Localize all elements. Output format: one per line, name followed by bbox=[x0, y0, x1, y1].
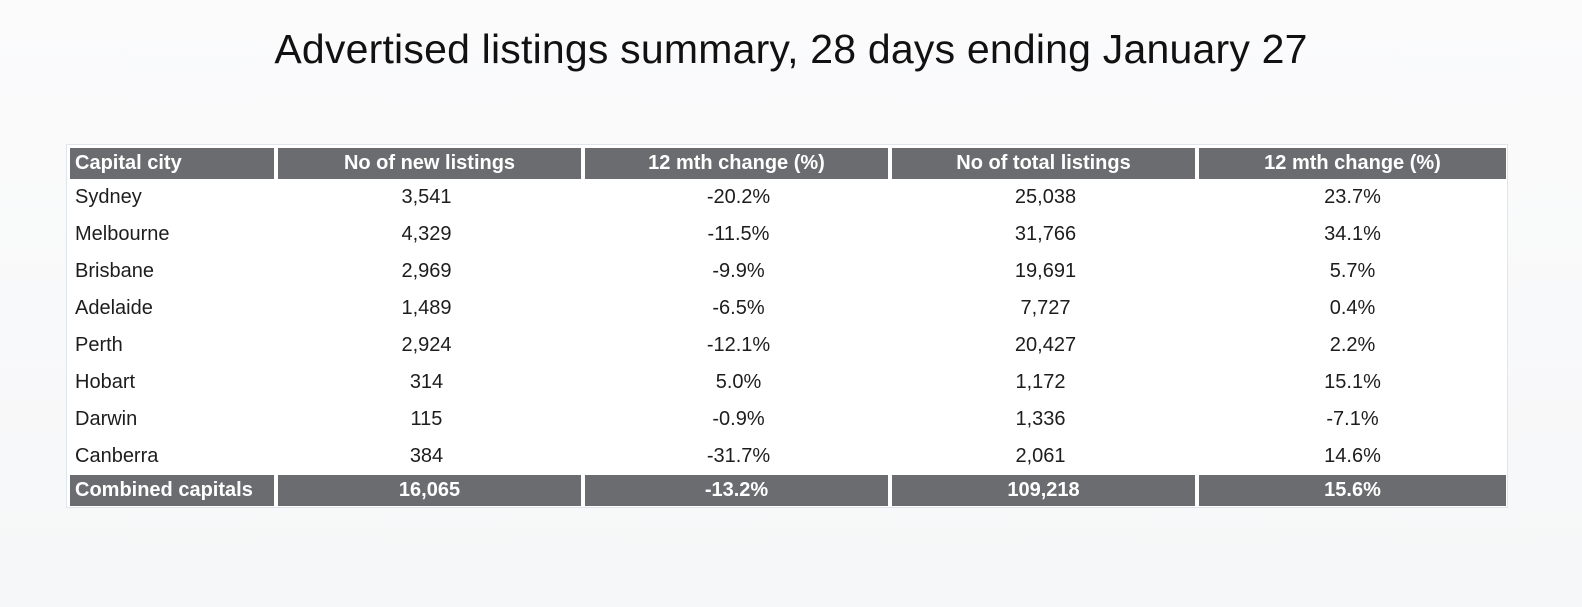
table-header-row: Capital city No of new listings 12 mth c… bbox=[70, 148, 1506, 179]
table-row: Sydney 3,541 -20.2% 25,038 23.7% bbox=[70, 179, 1506, 216]
table-row: Darwin 115 -0.9% 1,336 -7.1% bbox=[70, 401, 1506, 438]
cell-new-listings: 2,924 bbox=[401, 334, 452, 356]
cell-city: Melbourne bbox=[75, 223, 170, 245]
table-row: Melbourne 4,329 -11.5% 31,766 34.1% bbox=[70, 216, 1506, 253]
cell-total-change: 0.4% bbox=[1329, 297, 1376, 319]
cell-total-listings: 1,336 bbox=[1015, 408, 1066, 430]
cell-total-listings: 25,038 bbox=[1014, 186, 1077, 208]
cell-total-change: 23.7% bbox=[1324, 186, 1381, 208]
table-row: Brisbane 2,969 -9.9% 19,691 5.7% bbox=[70, 253, 1506, 290]
table-row: Hobart 314 5.0% 1,172 15.1% bbox=[70, 364, 1506, 401]
cell-new-listings: 3,541 bbox=[401, 186, 452, 208]
total-label: Combined capitals bbox=[70, 475, 278, 506]
cell-total-change: 14.6% bbox=[1324, 445, 1381, 467]
cell-total-listings: 7,727 bbox=[1020, 297, 1071, 319]
cell-new-change: -11.5% bbox=[707, 223, 770, 245]
page-title: Advertised listings summary, 28 days end… bbox=[274, 26, 1308, 72]
cell-new-listings: 384 bbox=[409, 445, 444, 467]
header-new-listings: No of new listings bbox=[278, 148, 585, 179]
cell-new-change: 5.0% bbox=[715, 371, 762, 393]
total-total-change: 15.6% bbox=[1199, 475, 1506, 506]
cell-new-change: -6.5% bbox=[712, 297, 765, 319]
cell-city: Perth bbox=[75, 334, 123, 356]
cell-city: Darwin bbox=[75, 408, 138, 430]
table-row: Canberra 384 -31.7% 2,061 14.6% bbox=[70, 438, 1506, 475]
listings-summary-table: Capital city No of new listings 12 mth c… bbox=[70, 148, 1506, 506]
cell-new-change: -31.7% bbox=[706, 445, 771, 467]
cell-total-change: 5.7% bbox=[1329, 260, 1376, 282]
cell-total-listings: 31,766 bbox=[1014, 223, 1077, 245]
table-row: Perth 2,924 -12.1% 20,427 2.2% bbox=[70, 327, 1506, 364]
cell-city: Hobart bbox=[75, 371, 136, 393]
header-total-change: 12 mth change (%) bbox=[1199, 148, 1506, 179]
cell-total-listings: 2,061 bbox=[1015, 445, 1066, 467]
header-capital-city: Capital city bbox=[70, 148, 278, 179]
cell-new-change: -0.9% bbox=[712, 408, 765, 430]
listings-table-container: Capital city No of new listings 12 mth c… bbox=[66, 144, 1508, 508]
cell-new-listings: 115 bbox=[410, 408, 443, 430]
cell-total-listings: 19,691 bbox=[1014, 260, 1077, 282]
header-total-listings: No of total listings bbox=[892, 148, 1199, 179]
total-new-listings: 16,065 bbox=[278, 475, 585, 506]
cell-new-listings: 2,969 bbox=[401, 260, 452, 282]
cell-total-listings: 20,427 bbox=[1014, 334, 1077, 356]
cell-city: Adelaide bbox=[75, 297, 153, 319]
cell-total-change: 2.2% bbox=[1329, 334, 1376, 356]
cell-new-listings: 314 bbox=[409, 371, 444, 393]
cell-new-change: -12.1% bbox=[706, 334, 771, 356]
total-new-change: -13.2% bbox=[585, 475, 892, 506]
header-new-change: 12 mth change (%) bbox=[585, 148, 892, 179]
table-row: Adelaide 1,489 -6.5% 7,727 0.4% bbox=[70, 290, 1506, 327]
cell-total-listings: 1,172 bbox=[1015, 371, 1066, 393]
cell-new-change: -20.2% bbox=[706, 186, 771, 208]
cell-city: Brisbane bbox=[75, 260, 154, 282]
total-total-listings: 109,218 bbox=[892, 475, 1199, 506]
table-total-row: Combined capitals 16,065 -13.2% 109,218 … bbox=[70, 475, 1506, 506]
cell-total-change: 15.1% bbox=[1324, 371, 1381, 393]
cell-city: Canberra bbox=[75, 445, 159, 467]
cell-city: Sydney bbox=[75, 186, 142, 208]
cell-total-change: 34.1% bbox=[1324, 223, 1381, 245]
cell-total-change: -7.1% bbox=[1326, 408, 1379, 430]
cell-new-listings: 4,329 bbox=[401, 223, 452, 245]
cell-new-change: -9.9% bbox=[712, 260, 765, 282]
cell-new-listings: 1,489 bbox=[401, 297, 452, 319]
